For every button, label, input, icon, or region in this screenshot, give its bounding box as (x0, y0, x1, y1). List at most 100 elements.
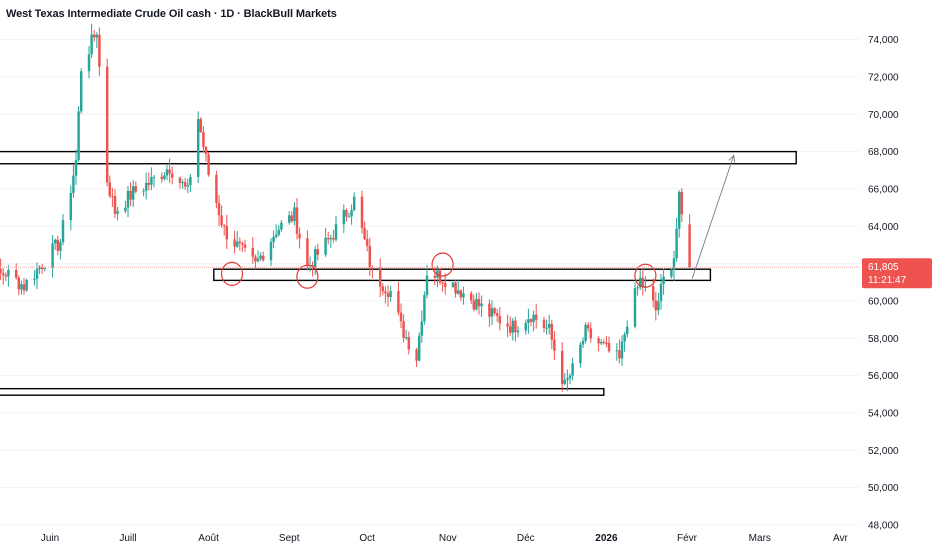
candle (160, 172, 164, 183)
candle-body (417, 335, 421, 361)
candle (207, 152, 210, 177)
candle-body (441, 282, 444, 284)
candle (417, 332, 421, 362)
candle (571, 357, 574, 381)
candle-body (475, 299, 478, 310)
candle (680, 188, 684, 222)
candle (313, 245, 317, 275)
y-tick-label: 68,000 (868, 147, 899, 158)
candle (584, 322, 587, 344)
candle-body (204, 147, 208, 155)
candle (407, 331, 411, 355)
candle (183, 178, 187, 190)
candle-body (415, 349, 418, 361)
candle-body (56, 239, 60, 251)
candle-body (186, 185, 190, 187)
candle-body (202, 132, 205, 148)
candle (215, 170, 218, 209)
candle (290, 211, 294, 224)
candle (618, 339, 621, 364)
candle-body (456, 290, 460, 294)
candle (329, 234, 333, 249)
candle-body (90, 34, 93, 55)
candle (472, 294, 476, 312)
candle-body (152, 176, 156, 178)
candle (644, 276, 647, 292)
candle (454, 279, 457, 298)
candle (92, 29, 96, 42)
candle (545, 319, 548, 335)
x-tick-label: Nov (439, 533, 457, 544)
y-tick-label: 66,000 (868, 184, 899, 195)
candle-body (566, 378, 569, 381)
candle-body (654, 300, 658, 311)
candle-body (402, 321, 405, 338)
candle (168, 158, 171, 183)
candle-body (547, 323, 551, 328)
candle-body (40, 267, 44, 270)
arrow-head (728, 154, 736, 163)
candle (579, 342, 582, 368)
price-tag-background (862, 258, 932, 289)
candle (280, 220, 283, 233)
candle (597, 336, 600, 352)
touch-circle (296, 264, 319, 289)
candle-body (345, 210, 348, 217)
x-tick-label: 2026 (595, 533, 618, 544)
candle (186, 178, 190, 194)
candle-body (22, 284, 26, 291)
candle (345, 208, 348, 222)
candle (111, 187, 114, 207)
candle-body (261, 255, 265, 261)
candle-body (389, 290, 392, 297)
candle-body (384, 291, 387, 294)
candle (581, 337, 585, 349)
candle (225, 214, 229, 250)
candle-body (33, 278, 36, 280)
x-tick-label: Août (198, 533, 219, 544)
touch-circle (431, 252, 454, 277)
candle-body (472, 300, 476, 310)
candle (480, 295, 483, 317)
candle-body (150, 177, 153, 185)
candle-body (443, 283, 447, 287)
candle-body (178, 177, 182, 183)
candle (677, 190, 681, 238)
candle-body (243, 244, 247, 248)
candle (350, 204, 353, 225)
candle (477, 292, 481, 315)
candle-body (168, 169, 171, 174)
candle-body (1, 273, 5, 276)
candle (451, 281, 455, 289)
candle (638, 270, 642, 291)
candle-body (488, 303, 491, 317)
price-tag: 61,805 11:21:47 (862, 258, 932, 289)
candle-body (183, 182, 187, 187)
candle (233, 230, 236, 254)
candle-body (79, 71, 83, 112)
candle (459, 289, 463, 301)
candle (615, 343, 619, 361)
candle (423, 291, 426, 325)
candle-body (381, 286, 385, 292)
candle (688, 214, 691, 270)
candle (659, 274, 663, 310)
candle (633, 282, 637, 329)
candle-body (625, 326, 629, 335)
candle-body (181, 182, 184, 184)
candle-body (272, 236, 275, 242)
candle-body (334, 224, 338, 240)
candle-body (306, 238, 309, 266)
candle (298, 227, 301, 249)
candle (488, 299, 491, 327)
candle-body (352, 196, 356, 211)
candle-body (657, 301, 660, 311)
candle (144, 172, 148, 200)
candle-body (111, 195, 114, 197)
x-tick-label: Avr (833, 533, 848, 544)
candle (527, 308, 530, 334)
candle-body (163, 175, 166, 180)
candle (605, 335, 608, 348)
candle (259, 252, 262, 261)
